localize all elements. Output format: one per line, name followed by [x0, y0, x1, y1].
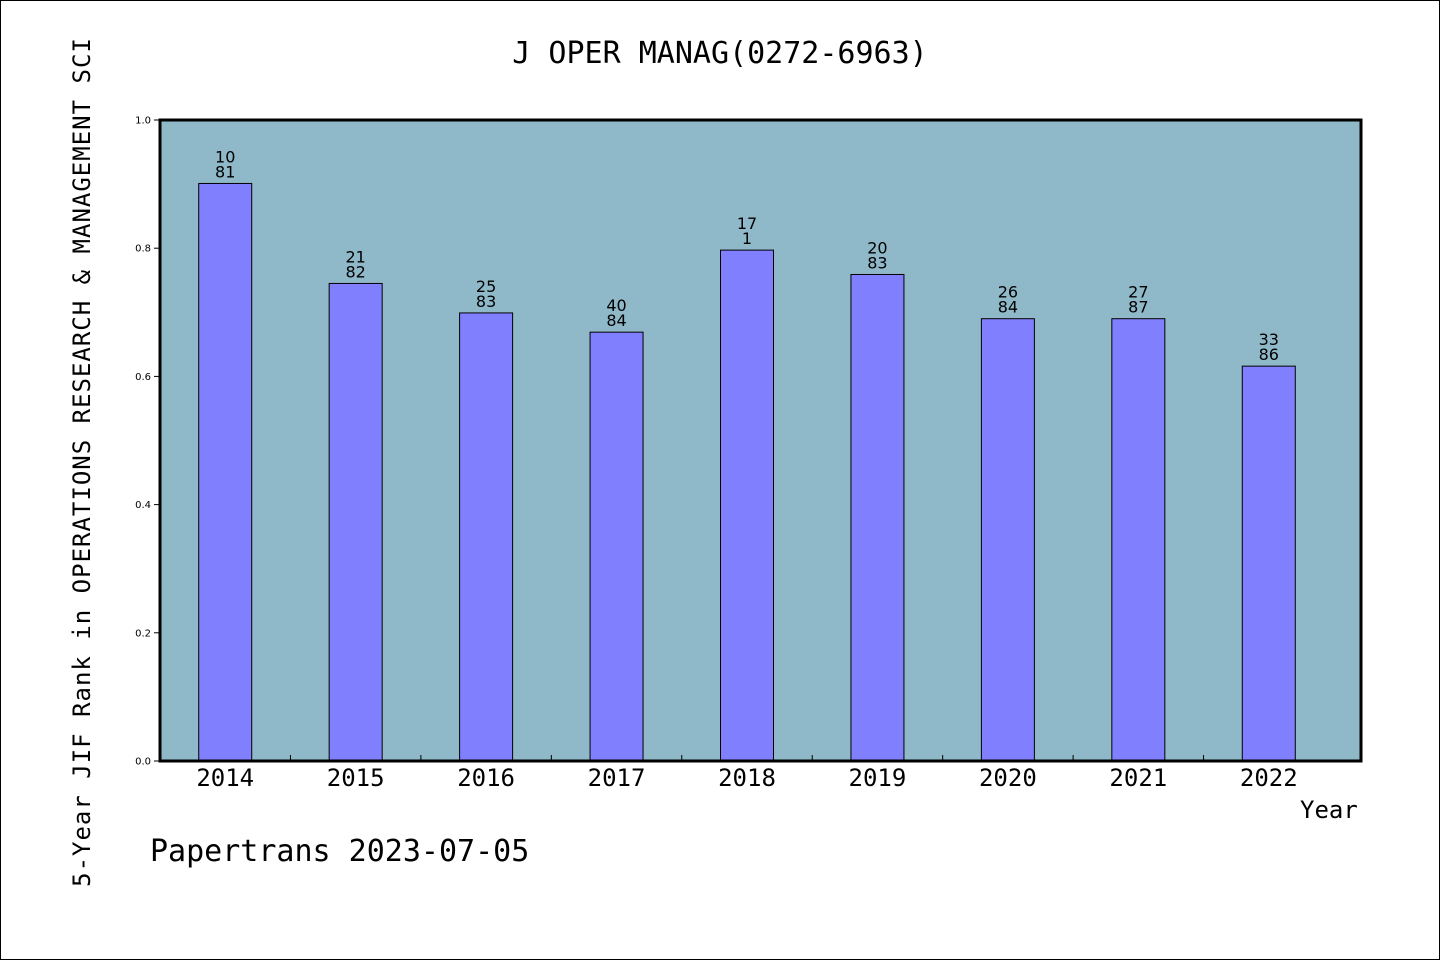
bar-2021 — [1111, 318, 1166, 762]
bar-2019 — [850, 273, 905, 762]
bar-label-2018-2: 1 — [742, 229, 752, 248]
bar-label-2019-2: 83 — [867, 253, 887, 272]
bar-label-2022-1: 33 — [1259, 330, 1279, 349]
bar-2015 — [328, 282, 383, 762]
bar-label-2016-1: 25 — [476, 277, 496, 296]
chart-title: J OPER MANAG(0272-6963) — [512, 36, 928, 71]
x-tick-label-2014: 2014 — [196, 764, 254, 792]
y-tick-label-1.0: 1.0 — [135, 116, 151, 127]
bar-label-2018-1: 17 — [737, 214, 757, 233]
bar-label-2017-2: 84 — [606, 311, 626, 330]
bar-2016 — [459, 312, 514, 762]
x-tick-label-2016: 2016 — [457, 764, 515, 792]
bar-label-2021-2: 87 — [1128, 298, 1148, 317]
bar-label-2020-1: 26 — [998, 283, 1018, 302]
x-tick-label-2017: 2017 — [588, 764, 646, 792]
bar-2018 — [720, 249, 774, 762]
bar-label-2022-2: 86 — [1259, 345, 1279, 364]
bar-2017 — [589, 331, 644, 762]
bar-label-2021-1: 27 — [1128, 283, 1148, 302]
bar-2014 — [198, 182, 253, 762]
bar-label-2014-2: 81 — [215, 162, 235, 181]
bar-label-2016-2: 83 — [476, 292, 496, 311]
bar-label-2014-1: 10 — [215, 147, 235, 166]
x-ticks-group: 2014 2015 2016 2017 2018 2019 2020 2021 2022 — [196, 755, 1298, 792]
x-tick-label-2020: 2020 — [979, 764, 1037, 792]
bar-label-2017-1: 40 — [606, 296, 626, 315]
plot-border — [158, 118, 1363, 763]
x-tick-label-2015: 2015 — [327, 764, 385, 792]
x-tick-label-2019: 2019 — [849, 764, 907, 792]
footer-credit: Papertrans 2023-07-05 — [150, 834, 530, 869]
y-tick-label-0.6: 0.6 — [135, 372, 151, 383]
bar-label-2015-2: 82 — [345, 262, 365, 281]
y-tick-label-0.8: 0.8 — [135, 244, 151, 255]
x-tick-label-2021: 2021 — [1109, 764, 1167, 792]
y-tick-label-0.2: 0.2 — [135, 628, 151, 639]
bar-2022 — [1241, 365, 1296, 762]
x-tick-label-2022: 2022 — [1240, 764, 1298, 792]
bar-label-2015-1: 21 — [345, 247, 365, 266]
x-tick-label-2018: 2018 — [718, 764, 776, 792]
bar-label-2020-2: 84 — [998, 298, 1018, 317]
y-ticks-group: 0.0 0.2 0.4 0.6 0.8 1.0 — [135, 116, 160, 768]
x-axis-label: Year — [1300, 796, 1358, 824]
y-tick-label-0.4: 0.4 — [135, 500, 151, 511]
bar-2020 — [980, 318, 1035, 762]
bar-label-2019-1: 20 — [867, 238, 887, 257]
y-tick-label-0.0: 0.0 — [135, 757, 151, 768]
